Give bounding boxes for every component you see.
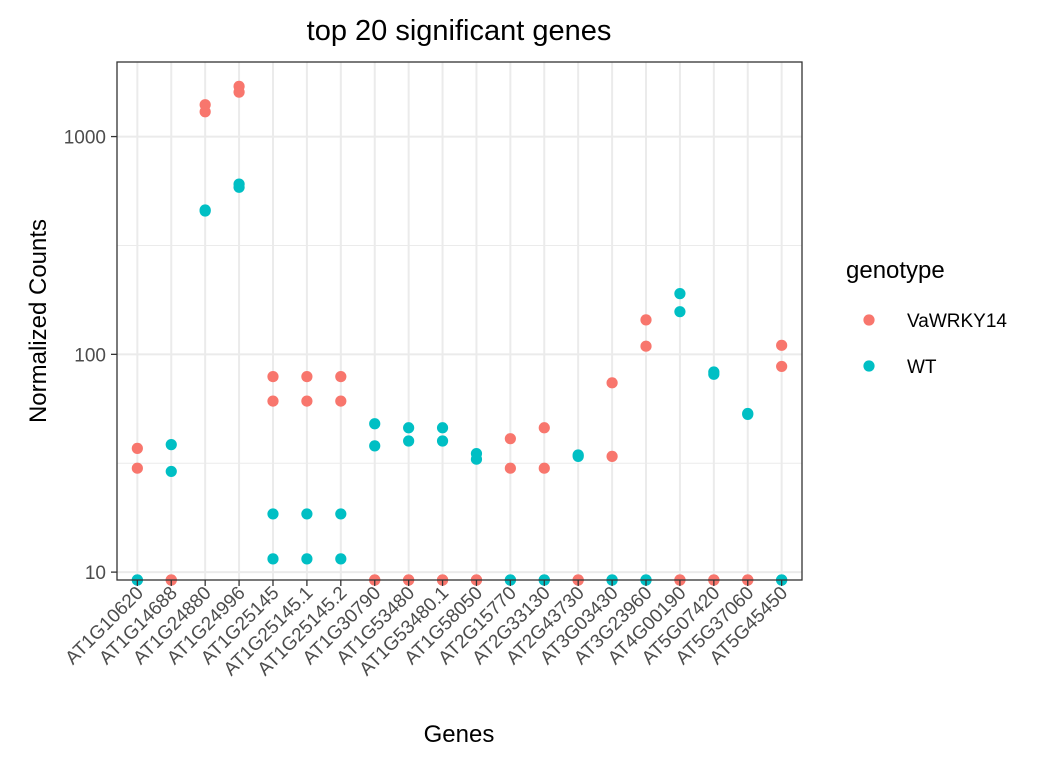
data-point (131, 442, 143, 454)
data-point (165, 465, 177, 478)
data-point (538, 462, 550, 474)
data-point (301, 395, 313, 407)
data-point (301, 371, 313, 383)
data-point (640, 340, 652, 352)
data-point (233, 86, 245, 98)
x-axis: AT1G10620AT1G14688AT1G24880AT1G24996AT1G… (62, 580, 792, 680)
data-point (674, 288, 686, 300)
grid-lines (117, 62, 802, 580)
data-point (267, 508, 279, 520)
y-axis-title: Normalized Counts (25, 219, 52, 423)
data-point (504, 462, 516, 474)
plot-panel-border (116, 61, 803, 581)
data-point (403, 435, 415, 447)
data-point (199, 106, 211, 118)
data-point (640, 314, 652, 326)
data-point (470, 453, 483, 465)
data-point (267, 371, 279, 383)
data-point (301, 508, 313, 520)
data-point (335, 395, 347, 407)
y-tick-label: 100 (74, 345, 106, 366)
data-point (606, 377, 618, 389)
y-tick-label: 10 (85, 563, 106, 584)
data-point (776, 360, 788, 373)
data-point (538, 422, 550, 434)
data-point (606, 450, 618, 462)
legend-label: VaWRKY14 (907, 311, 1007, 332)
data-point (267, 553, 279, 565)
data-point (199, 205, 211, 217)
legend-key (863, 360, 875, 372)
legend-label: WT (907, 357, 937, 378)
data-point (572, 450, 584, 462)
data-point (131, 462, 143, 474)
legend: genotype VaWRKY14 WT (846, 257, 1007, 378)
data-point (165, 439, 177, 451)
x-axis-title: Genes (424, 721, 495, 748)
data-point (674, 306, 686, 318)
legend-key (863, 314, 875, 326)
chart-title: top 20 significant genes (307, 15, 612, 47)
data-point (708, 368, 720, 380)
data-point (776, 339, 788, 351)
y-axis: 10 100 1000 (64, 128, 117, 584)
data-point (436, 422, 449, 434)
plot-panel (117, 62, 802, 580)
data-point (369, 418, 381, 430)
data-point (335, 371, 347, 383)
data-point (233, 181, 245, 193)
data-point (504, 433, 516, 445)
data-point (403, 422, 415, 434)
legend-title: genotype (846, 257, 945, 284)
data-point (267, 395, 279, 407)
data-point (742, 407, 754, 420)
data-point (335, 553, 347, 565)
data-point (436, 435, 449, 447)
data-point (369, 440, 381, 452)
data-point (335, 508, 347, 520)
data-point (301, 553, 313, 565)
data-points (131, 80, 788, 586)
y-tick-label: 1000 (64, 128, 106, 149)
